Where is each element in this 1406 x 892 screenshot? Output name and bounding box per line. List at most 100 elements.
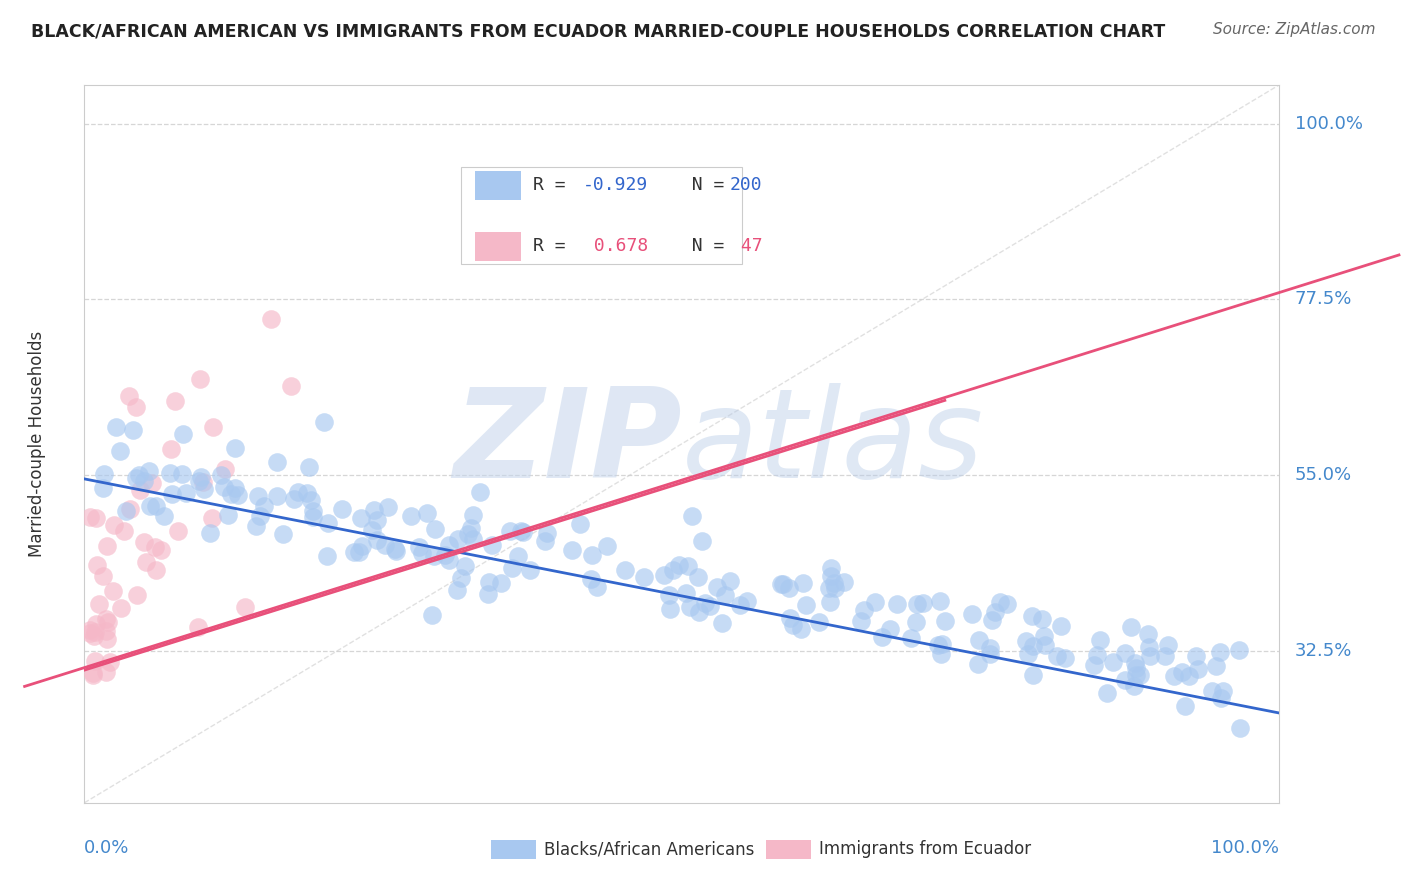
Text: R =: R = — [533, 237, 576, 255]
Point — [299, 493, 322, 508]
Point — [1021, 608, 1043, 623]
Point — [1083, 657, 1105, 672]
Text: 0.0%: 0.0% — [84, 838, 129, 856]
Point — [460, 521, 482, 535]
Point — [128, 468, 150, 483]
Point — [96, 632, 118, 647]
FancyBboxPatch shape — [491, 840, 536, 859]
Point — [1205, 658, 1227, 673]
Point — [710, 616, 733, 631]
Point — [477, 587, 499, 601]
Text: 200: 200 — [730, 177, 762, 194]
Point — [423, 523, 446, 537]
Point — [1209, 644, 1232, 658]
Point — [172, 467, 194, 481]
Point — [172, 426, 194, 441]
Point — [437, 538, 460, 552]
Point — [1017, 647, 1039, 661]
Point — [807, 615, 830, 629]
Point — [160, 442, 183, 457]
Point — [1229, 721, 1251, 735]
Point — [668, 558, 690, 572]
Point — [510, 524, 533, 539]
Point — [366, 533, 388, 548]
Point — [463, 508, 485, 523]
Point — [363, 503, 385, 517]
Point — [87, 597, 110, 611]
Point — [1122, 679, 1144, 693]
Point — [110, 601, 132, 615]
Point — [789, 622, 811, 636]
Point — [135, 555, 157, 569]
Point — [301, 504, 323, 518]
Point — [1187, 661, 1209, 675]
Point — [385, 544, 408, 558]
Text: -0.929: -0.929 — [582, 177, 648, 194]
Point — [931, 637, 953, 651]
Point — [129, 483, 152, 497]
Point — [927, 638, 949, 652]
Point — [84, 617, 107, 632]
Point — [191, 475, 214, 489]
Text: ZIP: ZIP — [453, 384, 682, 504]
Point — [633, 570, 655, 584]
FancyBboxPatch shape — [461, 168, 742, 264]
Text: N =: N = — [671, 177, 735, 194]
Point — [446, 582, 468, 597]
Point — [121, 423, 143, 437]
Point — [652, 567, 675, 582]
Text: 55.0%: 55.0% — [1295, 466, 1353, 484]
Point — [100, 655, 122, 669]
Point — [439, 552, 461, 566]
Point — [298, 459, 321, 474]
Point — [693, 597, 716, 611]
Point — [853, 603, 876, 617]
Point — [586, 581, 609, 595]
Point — [934, 614, 956, 628]
Point — [1090, 633, 1112, 648]
Point — [581, 572, 603, 586]
Point — [94, 624, 117, 639]
Point — [114, 504, 136, 518]
Text: Source: ZipAtlas.com: Source: ZipAtlas.com — [1212, 22, 1375, 37]
Point — [870, 630, 893, 644]
Text: 100.0%: 100.0% — [1212, 838, 1279, 856]
Text: atlas: atlas — [682, 384, 984, 504]
Point — [779, 611, 801, 625]
Point — [79, 625, 101, 640]
Point — [125, 400, 148, 414]
FancyBboxPatch shape — [475, 171, 520, 200]
Point — [688, 605, 710, 619]
Point — [1095, 686, 1118, 700]
Point — [143, 541, 166, 555]
Point — [332, 502, 354, 516]
Point — [990, 595, 1012, 609]
Point — [82, 667, 104, 681]
Point — [423, 549, 446, 563]
Point — [886, 598, 908, 612]
Point — [399, 508, 422, 523]
Point — [770, 577, 793, 591]
Point — [152, 509, 174, 524]
FancyBboxPatch shape — [475, 232, 520, 260]
Point — [201, 511, 224, 525]
Point — [287, 485, 309, 500]
Point — [97, 615, 120, 629]
Point — [141, 475, 163, 490]
Point — [1201, 684, 1223, 698]
Point — [343, 545, 366, 559]
Point — [118, 501, 141, 516]
Point — [1085, 648, 1108, 662]
Point — [904, 615, 927, 629]
Point — [96, 539, 118, 553]
Point — [187, 619, 209, 633]
Point — [450, 571, 472, 585]
Point — [879, 623, 901, 637]
Point — [415, 506, 437, 520]
Point — [145, 563, 167, 577]
Point — [679, 600, 702, 615]
Point — [301, 510, 323, 524]
Point — [728, 598, 751, 612]
Point — [1227, 643, 1250, 657]
Point — [501, 561, 523, 575]
